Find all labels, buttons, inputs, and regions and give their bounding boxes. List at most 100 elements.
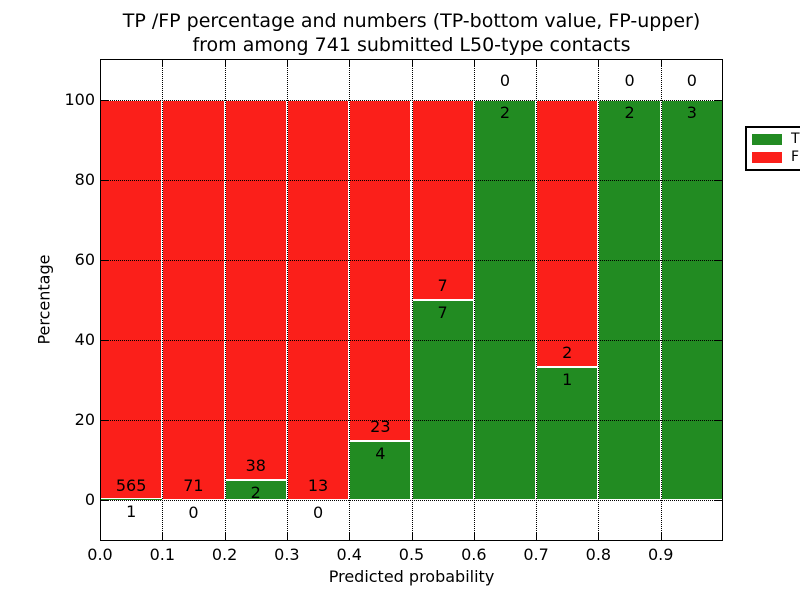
tp-bar-segment <box>349 440 412 500</box>
tp-bar-segment <box>536 366 599 500</box>
legend-swatch-tp <box>752 133 782 145</box>
tp-count-label: 4 <box>375 443 386 463</box>
x-tick-label: 0.1 <box>149 545 176 564</box>
tp-count-label: 1 <box>126 502 137 522</box>
tp-count-label: 3 <box>686 103 697 123</box>
fp-count-label: 0 <box>624 70 635 90</box>
x-tick-mark <box>722 59 723 67</box>
fp-count-label: 0 <box>499 70 511 90</box>
x-tick-label: 0.9 <box>647 545 674 564</box>
x-tick-mark <box>100 59 101 67</box>
x-tick-label: 0.7 <box>523 545 549 564</box>
y-axis-label: Percentage <box>34 254 54 345</box>
chart-title-line1: TP /FP percentage and numbers (TP-bottom… <box>122 10 701 32</box>
y-tick-mark <box>715 340 723 341</box>
y-tick-label: 100 <box>64 90 95 109</box>
legend-label-fp: FP <box>791 149 800 166</box>
fp-count-label: 7 <box>437 276 448 296</box>
x-tick-label: 0.0 <box>87 545 113 564</box>
fp-count-label: 38 <box>245 456 266 476</box>
x-tick-mark <box>162 59 164 67</box>
y-tick-mark <box>100 340 108 341</box>
x-tick-mark <box>660 59 662 67</box>
y-tick-mark <box>715 420 723 421</box>
x-tick-label: 0.3 <box>274 545 300 564</box>
v-gridline <box>660 59 662 541</box>
tp-count-label: 0 <box>312 503 324 523</box>
tp-bar-segment <box>598 100 661 500</box>
tp-bar-segment <box>411 300 474 500</box>
fp-count-label: 0 <box>686 70 697 90</box>
fp-count-label: 2 <box>562 343 573 363</box>
axes-frame <box>100 59 723 541</box>
x-tick-mark <box>411 533 413 541</box>
tp-count-label: 1 <box>562 369 573 389</box>
y-tick-label: 60 <box>74 250 95 269</box>
fp-bar-segment <box>162 100 225 500</box>
x-tick-mark <box>349 533 351 541</box>
y-tick-mark <box>100 100 108 101</box>
y-tick-mark <box>100 180 108 181</box>
fp-count-label: 23 <box>370 417 391 437</box>
fp-count-label: 71 <box>183 476 204 496</box>
y-tick-label: 80 <box>74 170 95 189</box>
x-tick-mark <box>598 59 600 67</box>
legend: TP FP <box>745 126 800 171</box>
x-tick-mark <box>722 533 723 541</box>
x-tick-label: 0.8 <box>585 545 612 564</box>
tp-count-label: 2 <box>499 103 511 123</box>
x-tick-mark <box>162 533 164 541</box>
x-tick-mark <box>349 59 351 67</box>
fp-count-label: 565 <box>115 475 147 495</box>
y-tick-mark <box>100 420 108 421</box>
x-tick-mark <box>598 533 600 541</box>
fp-bar-segment <box>536 100 599 367</box>
x-tick-mark <box>473 533 475 541</box>
x-tick-label: 0.5 <box>398 545 425 564</box>
x-tick-label: 0.2 <box>211 545 238 564</box>
x-tick-mark <box>224 533 226 541</box>
x-tick-mark <box>536 533 538 541</box>
y-tick-mark <box>715 500 723 501</box>
legend-item-tp: TP <box>752 130 800 147</box>
v-gridline <box>598 59 600 541</box>
v-gridline <box>224 59 226 541</box>
y-tick-mark <box>715 260 723 261</box>
tp-count-label: 0 <box>188 503 199 523</box>
y-tick-label: 0 <box>84 490 95 509</box>
y-tick-mark <box>715 100 723 101</box>
v-gridline <box>536 59 538 541</box>
x-tick-label: 0.6 <box>461 545 487 564</box>
legend-item-fp: FP <box>752 150 800 165</box>
x-tick-mark <box>286 59 288 67</box>
x-tick-label: 0.4 <box>336 545 362 564</box>
x-tick-mark <box>100 533 101 541</box>
fp-bar-segment <box>224 100 287 480</box>
y-tick-mark <box>100 500 108 501</box>
y-tick-mark <box>100 260 108 261</box>
v-gridline <box>411 59 413 541</box>
tp-count-label: 2 <box>624 103 635 123</box>
v-gridline <box>162 59 164 541</box>
tp-bar-segment <box>473 100 537 500</box>
fp-count-label: 13 <box>307 476 329 496</box>
x-tick-mark <box>224 59 226 67</box>
x-tick-mark <box>286 533 288 541</box>
tp-count-label: 2 <box>250 483 261 503</box>
x-tick-mark <box>660 533 662 541</box>
x-tick-mark <box>536 59 538 67</box>
v-gridline <box>349 59 351 541</box>
x-axis-label: Predicted probability <box>328 567 495 586</box>
y-tick-mark <box>715 180 723 181</box>
tp-count-label: 7 <box>437 303 448 323</box>
x-tick-mark <box>473 59 475 67</box>
legend-label-tp: TP <box>791 130 800 147</box>
plot-area: TP FP 565 1 71 0 38 2 13 0 23 4 7 7 0 2 2 1 0 2 0 3 <box>100 59 800 541</box>
x-tick-mark <box>411 59 413 67</box>
chart-title: TP /FP percentage and numbers (TP-bottom… <box>0 9 800 57</box>
fp-bar-segment <box>349 100 412 441</box>
tp-bar-segment <box>100 499 163 500</box>
y-tick-label: 40 <box>74 330 95 349</box>
y-tick-label: 20 <box>74 410 95 429</box>
